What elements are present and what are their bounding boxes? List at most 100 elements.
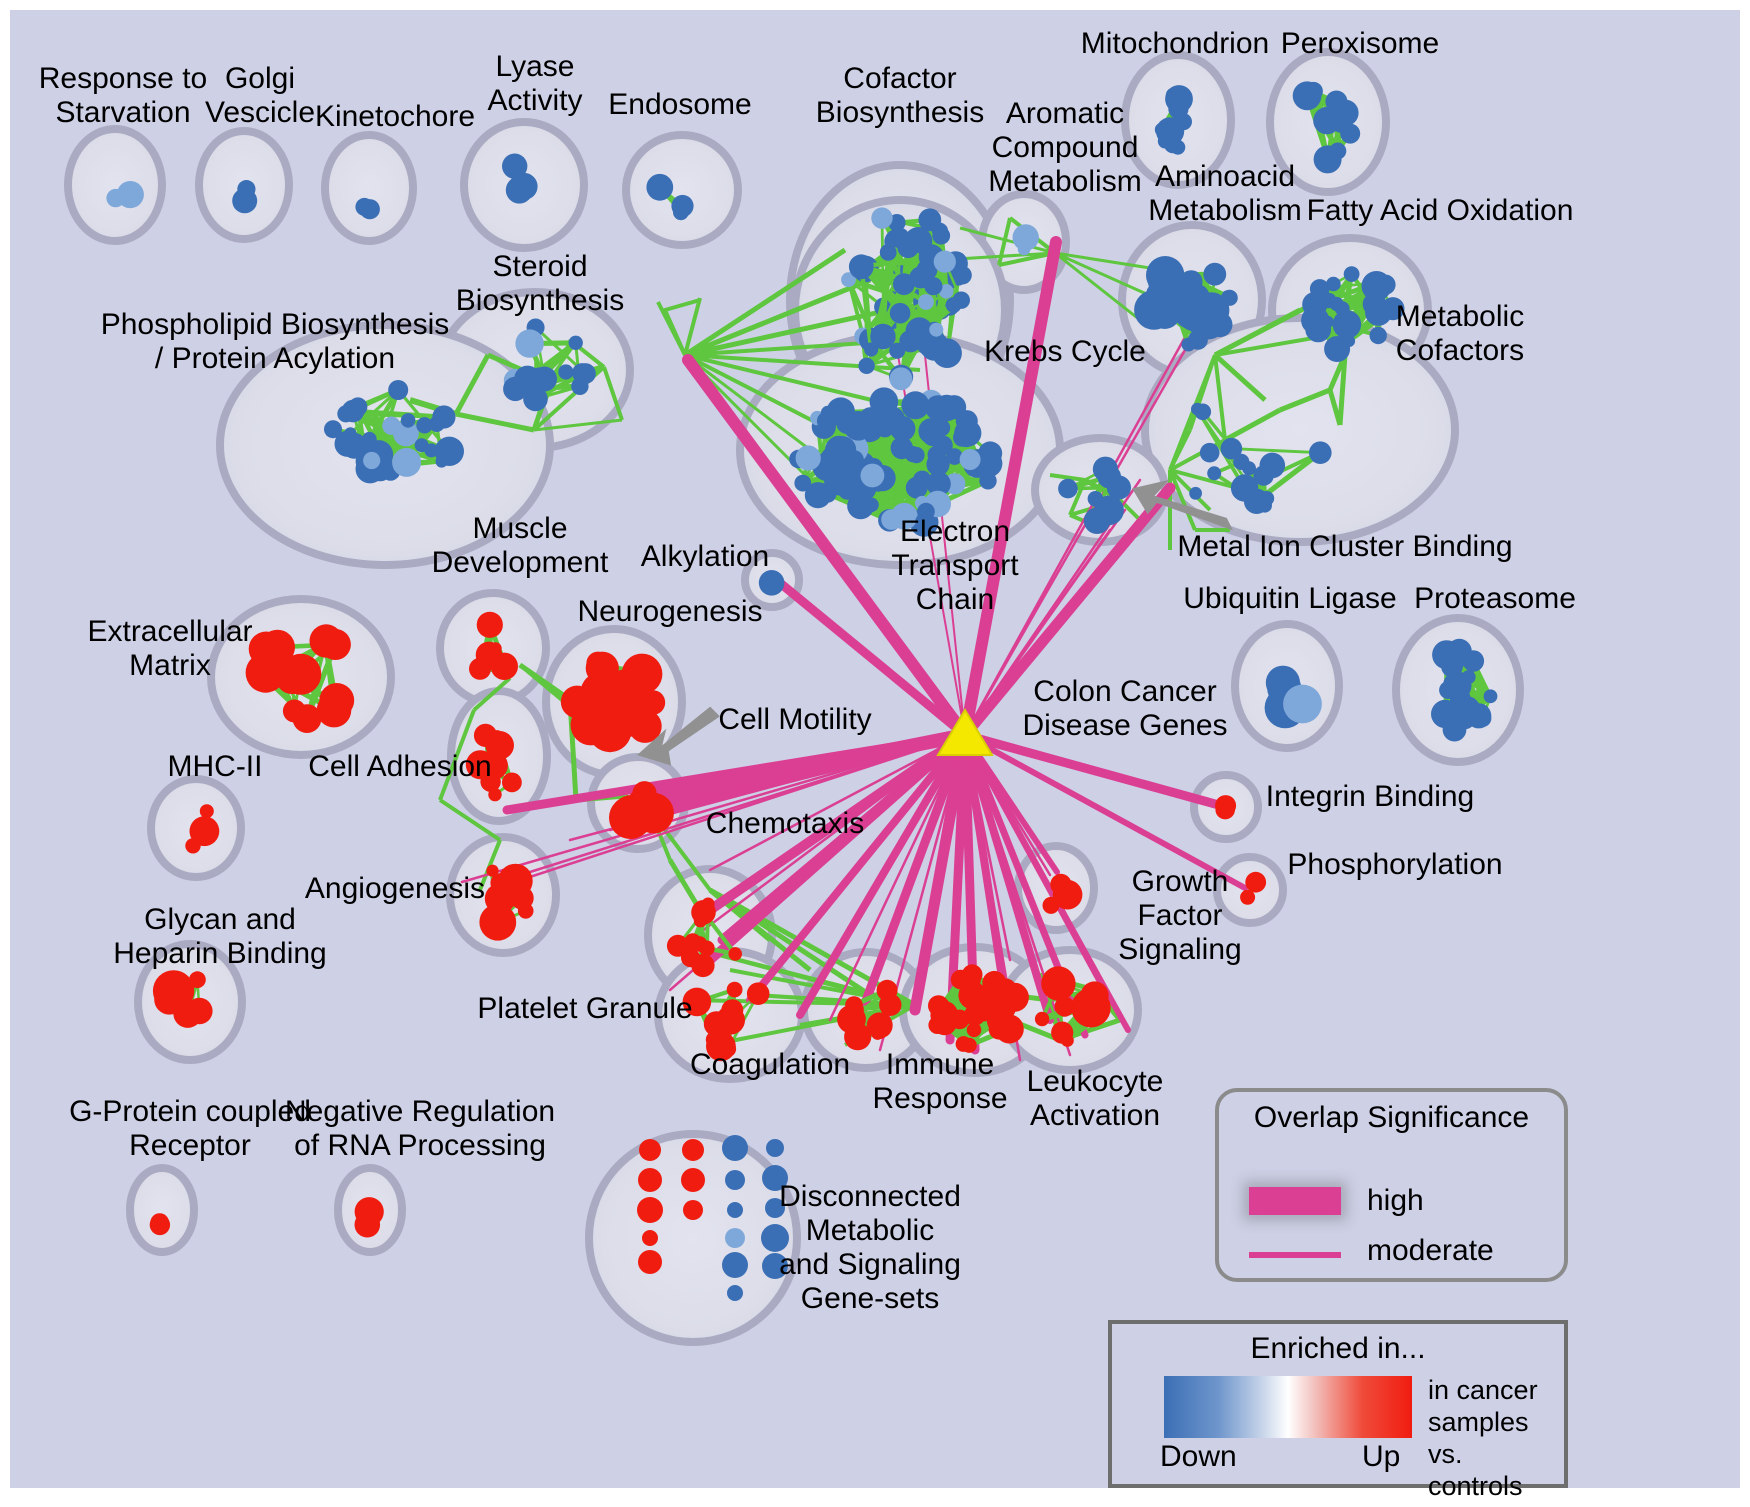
gene-set-node[interactable]	[572, 363, 592, 384]
gene-set-node[interactable]	[251, 658, 284, 691]
hub-node-colon-cancer[interactable]	[936, 708, 994, 756]
gene-set-node[interactable]	[1134, 290, 1174, 330]
gene-set-node[interactable]	[815, 483, 835, 503]
gene-set-node[interactable]	[344, 427, 357, 440]
gene-set-node[interactable]	[929, 322, 944, 337]
gene-set-node[interactable]	[682, 987, 712, 1017]
gene-set-node[interactable]	[640, 690, 666, 715]
gene-set-node[interactable]	[681, 948, 700, 968]
gene-set-node[interactable]	[1365, 299, 1392, 326]
gene-set-node[interactable]	[1439, 681, 1457, 699]
cluster-halo-g-protein-coupled-receptor[interactable]	[126, 1164, 198, 1256]
gene-set-node[interactable]	[952, 291, 970, 309]
gene-set-node[interactable]	[116, 181, 144, 209]
cluster-halo-endosome[interactable]	[622, 131, 742, 249]
gene-set-node[interactable]	[1041, 966, 1076, 1001]
gene-set-node[interactable]	[393, 420, 419, 447]
gene-set-node[interactable]	[938, 284, 954, 299]
gene-set-node[interactable]	[933, 250, 956, 273]
gene-set-node[interactable]	[843, 411, 873, 441]
gene-set-node[interactable]	[927, 445, 946, 465]
gene-set-node[interactable]	[795, 445, 821, 471]
gene-set-node[interactable]	[237, 180, 256, 199]
gene-set-node[interactable]	[932, 418, 951, 437]
gene-set-node[interactable]	[1199, 442, 1220, 463]
gene-set-node[interactable]	[531, 390, 545, 404]
gene-set-node[interactable]	[746, 982, 770, 1005]
gene-set-node[interactable]	[1309, 441, 1332, 465]
gene-set-node[interactable]	[959, 449, 981, 470]
gene-set-node[interactable]	[926, 471, 951, 497]
gene-set-node[interactable]	[825, 435, 854, 465]
gene-set-node[interactable]	[1165, 85, 1193, 113]
gene-set-node[interactable]	[705, 1031, 724, 1049]
gene-set-node[interactable]	[1283, 684, 1322, 724]
gene-set-node[interactable]	[1014, 229, 1032, 246]
gene-set-node[interactable]	[913, 470, 932, 489]
gene-set-node[interactable]	[966, 1022, 982, 1038]
gene-set-node[interactable]	[1094, 495, 1124, 526]
gene-set-node[interactable]	[1157, 133, 1173, 149]
gene-set-node[interactable]	[931, 222, 948, 239]
gene-set-node[interactable]	[515, 329, 544, 358]
gene-set-node[interactable]	[400, 413, 416, 428]
gene-set-node[interactable]	[842, 463, 857, 478]
gene-set-node[interactable]	[889, 367, 913, 391]
gene-set-node[interactable]	[292, 704, 322, 733]
gene-set-node[interactable]	[846, 1001, 864, 1019]
gene-set-node[interactable]	[684, 933, 702, 951]
gene-set-node[interactable]	[860, 463, 885, 488]
gene-set-node[interactable]	[975, 449, 1003, 478]
gene-set-node[interactable]	[953, 428, 972, 447]
gene-set-node[interactable]	[1326, 276, 1341, 292]
gene-set-node[interactable]	[1259, 452, 1286, 479]
gene-set-node[interactable]	[485, 731, 514, 760]
gene-set-node[interactable]	[194, 823, 209, 839]
gene-set-node[interactable]	[355, 197, 374, 216]
gene-set-node[interactable]	[628, 709, 662, 743]
gene-set-node[interactable]	[905, 317, 933, 345]
gene-set-node[interactable]	[1462, 650, 1485, 672]
gene-set-node[interactable]	[1221, 290, 1235, 303]
gene-set-node[interactable]	[765, 1198, 785, 1218]
gene-set-node[interactable]	[901, 391, 930, 420]
gene-set-node[interactable]	[476, 611, 503, 638]
gene-set-node[interactable]	[324, 420, 342, 439]
gene-set-node[interactable]	[982, 970, 1007, 995]
gene-set-node[interactable]	[727, 1202, 743, 1218]
gene-set-node[interactable]	[870, 323, 896, 350]
gene-set-node[interactable]	[722, 1135, 748, 1161]
gene-set-node[interactable]	[666, 934, 689, 957]
gene-set-node[interactable]	[946, 448, 963, 465]
gene-set-node[interactable]	[933, 394, 960, 422]
cluster-halo-response-to-starvation[interactable]	[64, 125, 166, 245]
gene-set-node[interactable]	[280, 653, 322, 695]
gene-set-node[interactable]	[1245, 871, 1267, 893]
gene-set-node[interactable]	[1329, 142, 1347, 160]
gene-set-node[interactable]	[486, 864, 499, 877]
gene-set-node[interactable]	[1324, 336, 1351, 362]
gene-set-node[interactable]	[1058, 478, 1078, 499]
gene-set-node[interactable]	[893, 273, 915, 296]
gene-set-node[interactable]	[916, 259, 938, 281]
gene-set-node[interactable]	[487, 899, 510, 921]
gene-set-node[interactable]	[509, 175, 525, 192]
gene-set-node[interactable]	[1375, 274, 1396, 295]
gene-set-node[interactable]	[725, 1170, 745, 1190]
gene-set-node[interactable]	[510, 886, 534, 910]
gene-set-node[interactable]	[1483, 689, 1498, 704]
gene-set-node[interactable]	[1329, 296, 1344, 312]
gene-set-node[interactable]	[1313, 106, 1341, 135]
gene-set-node[interactable]	[1181, 337, 1196, 352]
gene-set-node[interactable]	[762, 1253, 788, 1279]
gene-set-node[interactable]	[1458, 690, 1471, 703]
gene-set-node[interactable]	[424, 443, 439, 458]
gene-set-node[interactable]	[1325, 90, 1348, 113]
gene-set-node[interactable]	[363, 451, 381, 470]
gene-set-node[interactable]	[639, 1139, 661, 1161]
gene-set-node[interactable]	[758, 570, 785, 596]
gene-set-node[interactable]	[1369, 326, 1387, 345]
gene-set-node[interactable]	[1343, 266, 1360, 282]
gene-set-node[interactable]	[1337, 318, 1353, 334]
gene-set-node[interactable]	[727, 1285, 743, 1301]
